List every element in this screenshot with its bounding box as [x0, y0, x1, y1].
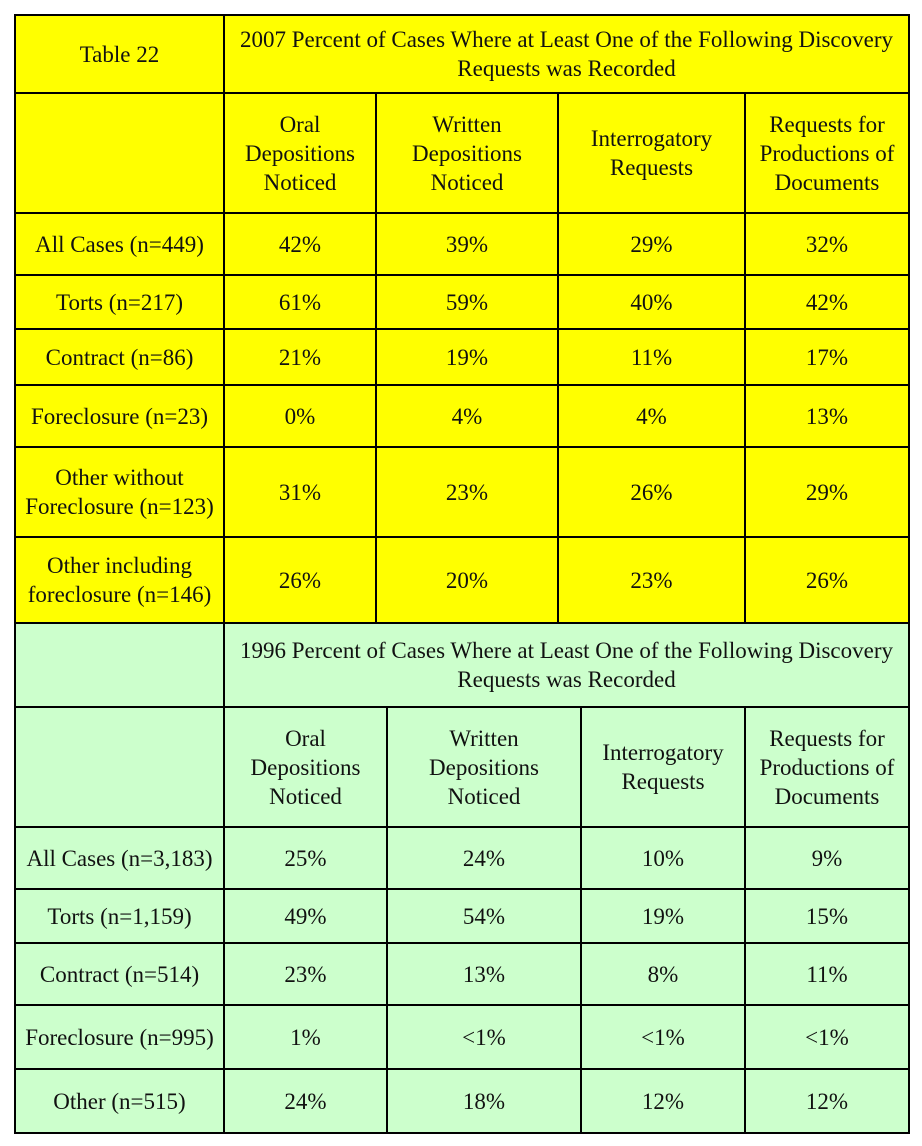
- column-header: Requests for Productions of Documents: [744, 706, 910, 828]
- table-row: All Cases (n=449) 42% 39% 29% 32%: [14, 212, 910, 276]
- table-cell: 1%: [223, 1004, 388, 1070]
- table-row: Contract (n=514) 23% 13% 8% 11%: [14, 942, 910, 1006]
- row-label: Foreclosure (n=995): [14, 1004, 225, 1070]
- discovery-table-1996: 1996 Percent of Cases Where at Least One…: [14, 622, 910, 1134]
- table-cell: 59%: [375, 274, 559, 330]
- table-cell: <1%: [744, 1004, 910, 1070]
- table-cell: 42%: [223, 212, 377, 276]
- table-cell: 23%: [223, 942, 388, 1006]
- table-row: Other (n=515) 24% 18% 12% 12%: [14, 1068, 910, 1134]
- table-cell: 23%: [375, 446, 559, 538]
- row-label: Foreclosure (n=23): [14, 384, 225, 448]
- discovery-table-2007: Table 22 2007 Percent of Cases Where at …: [14, 14, 910, 624]
- table-cell: 19%: [580, 888, 746, 944]
- table-cell: 20%: [375, 536, 559, 624]
- table-cell: <1%: [580, 1004, 746, 1070]
- column-header: Oral Depositions Noticed: [223, 92, 377, 214]
- table-row: Contract (n=86) 21% 19% 11% 17%: [14, 328, 910, 386]
- table-row: Foreclosure (n=23) 0% 4% 4% 13%: [14, 384, 910, 448]
- corner-cell: [14, 706, 225, 828]
- table-cell: 4%: [557, 384, 746, 448]
- table-cell: <1%: [386, 1004, 582, 1070]
- table-cell: 13%: [744, 384, 910, 448]
- table-cell: 10%: [580, 826, 746, 890]
- table-cell: 11%: [557, 328, 746, 386]
- table-row: Other without Foreclosure (n=123) 31% 23…: [14, 446, 910, 538]
- table-cell: 12%: [580, 1068, 746, 1134]
- table-cell: 26%: [744, 536, 910, 624]
- title-row: Table 22 2007 Percent of Cases Where at …: [14, 14, 910, 94]
- column-header: Interrogatory Requests: [580, 706, 746, 828]
- row-label: Torts (n=1,159): [14, 888, 225, 944]
- table-title: 2007 Percent of Cases Where at Least One…: [223, 14, 910, 94]
- table-label: [14, 622, 225, 708]
- table-cell: 19%: [375, 328, 559, 386]
- table-cell: 31%: [223, 446, 377, 538]
- row-label: Other including foreclosure (n=146): [14, 536, 225, 624]
- table-cell: 40%: [557, 274, 746, 330]
- table-row: Other including foreclosure (n=146) 26% …: [14, 536, 910, 624]
- table-cell: 0%: [223, 384, 377, 448]
- table-cell: 11%: [744, 942, 910, 1006]
- column-header-row: Oral Depositions Noticed Written Deposit…: [14, 706, 910, 828]
- table-row: Torts (n=217) 61% 59% 40% 42%: [14, 274, 910, 330]
- table-cell: 9%: [744, 826, 910, 890]
- table-cell: 26%: [557, 446, 746, 538]
- document-page: Table 22 2007 Percent of Cases Where at …: [14, 14, 910, 1134]
- table-cell: 21%: [223, 328, 377, 386]
- corner-cell: [14, 92, 225, 214]
- table-cell: 4%: [375, 384, 559, 448]
- table-cell: 17%: [744, 328, 910, 386]
- table-cell: 42%: [744, 274, 910, 330]
- column-header: Oral Depositions Noticed: [223, 706, 388, 828]
- table-cell: 29%: [557, 212, 746, 276]
- row-label: All Cases (n=3,183): [14, 826, 225, 890]
- column-header-row: Oral Depositions Noticed Written Deposit…: [14, 92, 910, 214]
- table-row: All Cases (n=3,183) 25% 24% 10% 9%: [14, 826, 910, 890]
- table-cell: 12%: [744, 1068, 910, 1134]
- table-cell: 54%: [386, 888, 582, 944]
- table-cell: 49%: [223, 888, 388, 944]
- table-title: 1996 Percent of Cases Where at Least One…: [223, 622, 910, 708]
- table-cell: 61%: [223, 274, 377, 330]
- table-cell: 26%: [223, 536, 377, 624]
- table-cell: 25%: [223, 826, 388, 890]
- table-cell: 15%: [744, 888, 910, 944]
- row-label: Other (n=515): [14, 1068, 225, 1134]
- table-cell: 18%: [386, 1068, 582, 1134]
- column-header: Written Depositions Noticed: [386, 706, 582, 828]
- column-header: Interrogatory Requests: [557, 92, 746, 214]
- table-cell: 23%: [557, 536, 746, 624]
- table-cell: 29%: [744, 446, 910, 538]
- table-cell: 32%: [744, 212, 910, 276]
- row-label: Contract (n=86): [14, 328, 225, 386]
- table-cell: 24%: [386, 826, 582, 890]
- table-label: Table 22: [14, 14, 225, 94]
- row-label: All Cases (n=449): [14, 212, 225, 276]
- row-label: Other without Foreclosure (n=123): [14, 446, 225, 538]
- title-row: 1996 Percent of Cases Where at Least One…: [14, 622, 910, 708]
- table-cell: 13%: [386, 942, 582, 1006]
- table-cell: 8%: [580, 942, 746, 1006]
- table-row: Foreclosure (n=995) 1% <1% <1% <1%: [14, 1004, 910, 1070]
- column-header: Written Depositions Noticed: [375, 92, 559, 214]
- table-row: Torts (n=1,159) 49% 54% 19% 15%: [14, 888, 910, 944]
- table-cell: 39%: [375, 212, 559, 276]
- column-header: Requests for Productions of Documents: [744, 92, 910, 214]
- table-cell: 24%: [223, 1068, 388, 1134]
- row-label: Torts (n=217): [14, 274, 225, 330]
- row-label: Contract (n=514): [14, 942, 225, 1006]
